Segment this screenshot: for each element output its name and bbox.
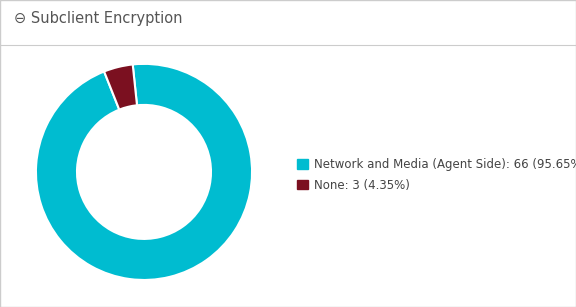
Wedge shape bbox=[104, 64, 137, 110]
Wedge shape bbox=[36, 64, 252, 280]
Text: ⊖ Subclient Encryption: ⊖ Subclient Encryption bbox=[14, 11, 183, 26]
Legend: Network and Media (Agent Side): 66 (95.65%), None: 3 (4.35%): Network and Media (Agent Side): 66 (95.6… bbox=[294, 155, 576, 195]
